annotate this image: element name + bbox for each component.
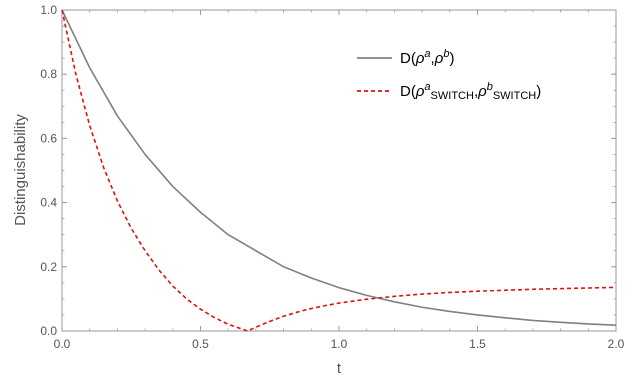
series-line-1 — [62, 10, 616, 325]
x-tick-label: 0.0 — [54, 337, 71, 351]
series-line-2 — [62, 10, 616, 331]
x-tick-label: 1.5 — [469, 337, 486, 351]
legend: D(ρa,ρb) D(ρaSWITCH,ρbSWITCH) — [357, 48, 541, 102]
y-tick-label: 0.0 — [40, 324, 57, 338]
y-tick-label: 0.8 — [40, 67, 57, 81]
axis-ticks: 0.0 0.5 1.0 1.5 2.0 0.0 0.2 0.4 0.6 0.8 1.0 — [40, 3, 624, 351]
y-tick-label: 1.0 — [40, 3, 57, 17]
y-tick-label: 0.6 — [40, 131, 57, 145]
legend-label-1: D(ρa,ρb) — [400, 48, 454, 67]
y-tick-label: 0.2 — [40, 260, 57, 274]
legend-label-2: D(ρaSWITCH,ρbSWITCH) — [400, 81, 541, 102]
x-tick-label: 0.5 — [192, 337, 209, 351]
x-axis-label: t — [337, 360, 342, 377]
series-layer — [62, 10, 616, 331]
plot-frame — [62, 10, 616, 331]
y-tick-label: 0.4 — [40, 196, 57, 210]
x-tick-label: 1.0 — [331, 337, 348, 351]
y-axis-label: Distinguishability — [12, 114, 29, 226]
x-tick-label: 2.0 — [608, 337, 625, 351]
